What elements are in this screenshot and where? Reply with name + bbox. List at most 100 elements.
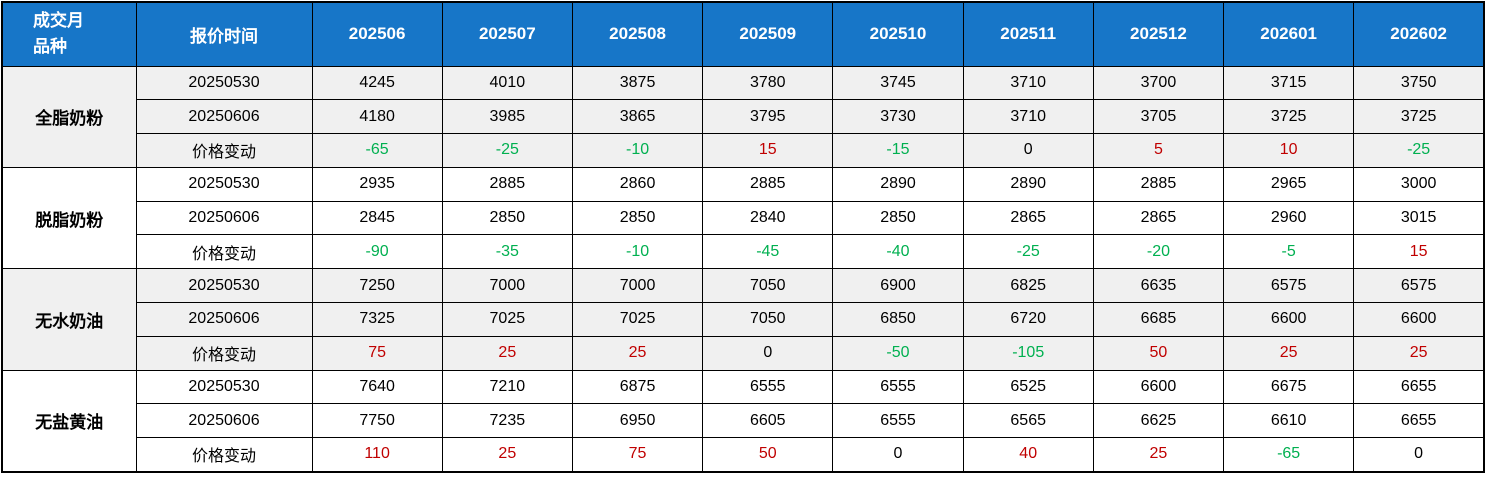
change-value-cell: -65 <box>311 133 443 168</box>
table-row: 20250606 4180 3985 3865 3795 3730 3710 3705 3725… <box>2 99 1485 135</box>
price-cell: 6555 <box>832 403 964 439</box>
corner-header-line2: 品种 <box>33 37 67 57</box>
table-row: 20250606 7325 7025 7025 7050 6850 6720 6685 6600… <box>2 302 1485 337</box>
price-cell: 2885 <box>702 166 834 202</box>
change-value-cell: -25 <box>441 133 573 168</box>
price-cell: 6575 <box>1353 268 1485 304</box>
price-cell: 3730 <box>832 99 964 135</box>
quote-date-cell: 20250530 <box>135 65 313 101</box>
change-value-cell: -90 <box>311 234 443 270</box>
change-value-cell: -65 <box>1223 437 1355 473</box>
change-value-cell: 5 <box>1092 133 1225 168</box>
change-label-cell: 价格变动 <box>135 437 313 473</box>
price-cell: 3795 <box>702 99 834 135</box>
price-cell: 6825 <box>962 268 1094 304</box>
price-cell: 7000 <box>441 268 573 304</box>
quote-date-cell: 20250530 <box>135 166 313 202</box>
price-cell: 7025 <box>441 302 573 337</box>
table-row: 价格变动 75 25 25 0 -50 -105 50 25 25 <box>2 335 1485 371</box>
price-cell: 3875 <box>571 65 704 101</box>
change-value-cell: 0 <box>832 437 964 473</box>
price-cell: 2850 <box>571 200 704 236</box>
price-cell: 3710 <box>962 99 1094 135</box>
quote-date-cell: 20250606 <box>135 200 313 236</box>
price-cell: 3750 <box>1353 65 1485 101</box>
price-cell: 3745 <box>832 65 964 101</box>
change-value-cell: 25 <box>1353 335 1485 371</box>
change-value-cell: 75 <box>311 335 443 371</box>
price-cell: 2960 <box>1223 200 1355 236</box>
price-cell: 2885 <box>441 166 573 202</box>
price-cell: 7325 <box>311 302 443 337</box>
price-cell: 6950 <box>571 403 704 439</box>
price-cell: 6600 <box>1223 302 1355 337</box>
change-value-cell: 25 <box>1223 335 1355 371</box>
change-value-cell: -35 <box>441 234 573 270</box>
change-value-cell: 75 <box>571 437 704 473</box>
price-cell: 3725 <box>1353 99 1485 135</box>
price-cell: 6600 <box>1353 302 1485 337</box>
price-cell: 3715 <box>1223 65 1355 101</box>
change-value-cell: -25 <box>962 234 1094 270</box>
change-value-cell: 25 <box>441 335 573 371</box>
month-header: 202510 <box>832 1 964 67</box>
price-cell: 7250 <box>311 268 443 304</box>
change-value-cell: -40 <box>832 234 964 270</box>
change-value-cell: -10 <box>571 234 704 270</box>
change-value-cell: 0 <box>702 335 834 371</box>
price-cell: 7000 <box>571 268 704 304</box>
price-cell: 6720 <box>962 302 1094 337</box>
change-value-cell: -45 <box>702 234 834 270</box>
change-value-cell: 15 <box>1353 234 1485 270</box>
price-cell: 6900 <box>832 268 964 304</box>
price-cell: 2885 <box>1092 166 1225 202</box>
price-cell: 6655 <box>1353 369 1485 405</box>
change-value-cell: 10 <box>1223 133 1355 168</box>
change-value-cell: 25 <box>571 335 704 371</box>
month-header: 202506 <box>311 1 443 67</box>
price-cell: 3725 <box>1223 99 1355 135</box>
price-cell: 6555 <box>832 369 964 405</box>
price-cell: 6655 <box>1353 403 1485 439</box>
change-value-cell: 15 <box>702 133 834 168</box>
table-row: 20250606 2845 2850 2850 2840 2850 2865 2865 2960… <box>2 200 1485 236</box>
price-cell: 3985 <box>441 99 573 135</box>
table-row: 无水奶油 20250530 7250 7000 7000 7050 6900 6825 6635… <box>1 268 1485 371</box>
table-row: 价格变动 -65 -25 -10 15 -15 0 5 10 -25 <box>2 133 1485 168</box>
price-cell: 6875 <box>571 369 704 405</box>
quote-date-cell: 20250606 <box>135 302 313 337</box>
price-cell: 6685 <box>1092 302 1225 337</box>
price-cell: 3000 <box>1353 166 1485 202</box>
price-cell: 2860 <box>571 166 704 202</box>
price-cell: 2890 <box>962 166 1094 202</box>
price-cell: 6555 <box>702 369 834 405</box>
price-cell: 2865 <box>962 200 1094 236</box>
change-value-cell: -50 <box>832 335 964 371</box>
price-cell: 4245 <box>311 65 443 101</box>
price-cell: 7025 <box>571 302 704 337</box>
table-header: 成交月 品种 报价时间 202506 202507 202508 202509 2025… <box>1 1 1485 67</box>
table-row: 全脂奶粉 20250530 4245 4010 3875 3780 3745 3710 3700… <box>1 65 1485 168</box>
change-value-cell: 110 <box>311 437 443 473</box>
price-cell: 6605 <box>702 403 834 439</box>
change-value-cell: -105 <box>962 335 1094 371</box>
product-cell: 全脂奶粉 <box>1 65 137 168</box>
price-cell: 7050 <box>702 268 834 304</box>
table-body: 全脂奶粉 20250530 4245 4010 3875 3780 3745 3710 3700… <box>1 65 1485 473</box>
price-cell: 6525 <box>962 369 1094 405</box>
price-cell: 6635 <box>1092 268 1225 304</box>
table-row: 价格变动 110 25 75 50 0 40 25 -65 0 <box>2 437 1485 473</box>
price-cell: 6675 <box>1223 369 1355 405</box>
price-cell: 7050 <box>702 302 834 337</box>
price-cell: 3700 <box>1092 65 1225 101</box>
price-cell: 3710 <box>962 65 1094 101</box>
change-value-cell: -15 <box>832 133 964 168</box>
price-cell: 3705 <box>1092 99 1225 135</box>
quote-date-cell: 20250530 <box>135 268 313 304</box>
month-header: 202512 <box>1092 1 1225 67</box>
price-cell: 2850 <box>441 200 573 236</box>
change-value-cell: 50 <box>702 437 834 473</box>
price-cell: 4180 <box>311 99 443 135</box>
change-value-cell: -5 <box>1223 234 1355 270</box>
